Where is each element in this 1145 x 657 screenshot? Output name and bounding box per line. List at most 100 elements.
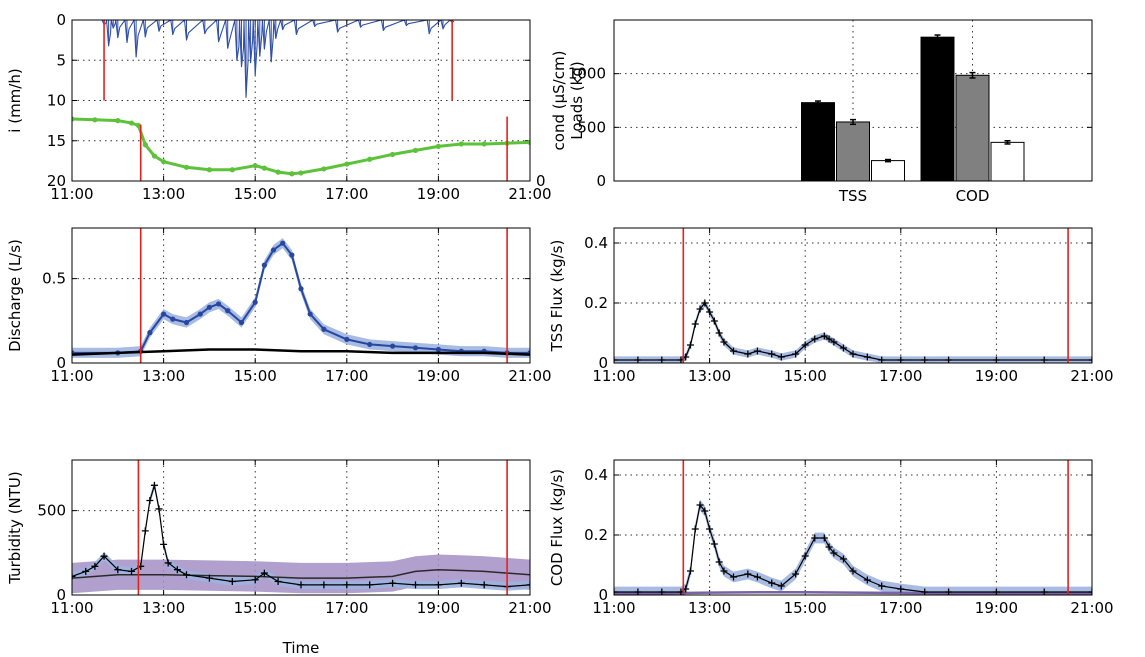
turbidity-point: [412, 581, 419, 589]
discharge-point: [206, 304, 212, 310]
discharge-point: [289, 252, 295, 258]
y-axis-label: cond (µS/cm): [550, 51, 568, 151]
cod-flux-point: [634, 588, 642, 595]
discharge-point: [435, 346, 441, 353]
plot-area: [614, 299, 1092, 363]
tss-flux-trace: [614, 302, 1092, 361]
turbidity-point: [297, 581, 305, 589]
y-tick-label: 0.2: [584, 526, 608, 544]
x-tick-label: 21:00: [508, 367, 551, 385]
y-tick-label: 0: [596, 172, 606, 190]
x-tick-label: 19:00: [417, 367, 460, 385]
tss-flux-point: [921, 356, 929, 363]
load-bar: [836, 121, 870, 182]
y-tick-label: 0.4: [584, 234, 608, 252]
y-axis-label: Turbidity (NTU): [6, 471, 24, 585]
y-tick-label: 0.5: [42, 270, 66, 288]
turbidity-point: [91, 562, 99, 570]
cod-flux-point: [801, 552, 809, 560]
turbidity-point: [183, 571, 190, 579]
x-tick-label: 11:00: [50, 367, 93, 385]
turbidity-point: [228, 578, 236, 585]
conductivity-point: [412, 147, 419, 154]
y-tick-label: 15: [47, 132, 66, 150]
cod-flux-panel: 11:00 13:00 15:00 17:00 19:00 21:00 0 0.2 0.4 COD…: [548, 459, 1114, 617]
cod-flux-point: [701, 507, 709, 515]
x-tick-label: 21:00: [1070, 599, 1113, 617]
plot-frame: [613, 227, 1093, 364]
turbidity-point: [155, 505, 163, 513]
tss-flux-point: [897, 356, 905, 363]
rainfall-trace: [101, 20, 455, 98]
discharge-point: [183, 319, 190, 326]
conductivity-point: [229, 167, 235, 173]
turbidity-point: [251, 576, 259, 584]
tss-flux-point: [792, 350, 800, 358]
conductivity-point: [435, 143, 441, 149]
turbidity-point: [173, 566, 181, 574]
cod-flux-point: [863, 576, 871, 584]
conductivity-point: [151, 153, 158, 159]
tss-flux-point: [686, 341, 694, 349]
discharge-point: [215, 301, 222, 307]
cod-flux-point: [878, 582, 886, 590]
plot-frame: [71, 19, 531, 182]
conductivity-point: [481, 141, 487, 147]
rainfall-conductivity-panel: 11:00 13:00 15:00 17:00 19:00 21:0005101520i …: [6, 11, 552, 203]
turbidity-point: [164, 559, 172, 567]
category-label: COD: [956, 187, 990, 205]
tss-flux-point: [825, 335, 833, 343]
discharge-point: [270, 247, 277, 253]
x-tick-label: 15:00: [784, 599, 827, 617]
tss-flux-point: [801, 341, 809, 349]
discharge-panel: 11:00 13:00 15:00 17:00 19:00 21:00 0 0.5 Discha…: [6, 227, 552, 385]
y-tick-label: 0: [56, 354, 66, 372]
load-bar: [990, 141, 1025, 182]
tss-flux-point: [1040, 356, 1048, 363]
cod-flux-point: [715, 558, 723, 566]
conductivity-point: [289, 171, 295, 177]
y-axis-label: Discharge (L/s): [6, 239, 24, 352]
tss-flux-point: [768, 350, 776, 358]
x-tick-label: 13:00: [142, 599, 185, 617]
x-tick-label: 13:00: [688, 599, 731, 617]
plot-area: [72, 20, 530, 177]
discharge-point: [225, 308, 231, 314]
cod-flux-point: [614, 588, 618, 595]
conductivity-point: [252, 163, 258, 169]
category-label: TSS: [838, 187, 867, 205]
plot-frame: [71, 227, 531, 364]
x-tick-label: 13:00: [142, 367, 185, 385]
conductivity-point: [92, 117, 98, 123]
x-tick-label: 11:00: [592, 599, 635, 617]
turbidity-point: [205, 574, 213, 582]
tss-flux-point: [839, 344, 847, 352]
tss-flux-point: [715, 329, 723, 337]
x-axis-label: Time: [282, 639, 320, 657]
tss-flux-point: [753, 347, 761, 355]
cod-flux-point: [744, 570, 752, 578]
x-tick-label: 19:00: [417, 185, 460, 203]
y-tick-label: 0: [598, 586, 608, 604]
tss-flux-point: [863, 353, 871, 361]
cod-flux-point: [730, 573, 737, 581]
tss-flux-point: [730, 347, 737, 355]
cod-flux-point: [921, 588, 929, 595]
conductivity-point: [298, 170, 304, 176]
y-axis-label-2: Loads (kg): [568, 61, 586, 139]
load-bar: [801, 102, 835, 182]
cod-flux-point: [777, 582, 785, 590]
cod-flux-point: [811, 534, 819, 542]
conductivity-point: [344, 161, 350, 167]
turbidity-point: [146, 497, 154, 504]
discharge-point: [170, 316, 176, 322]
y-tick-label: 0: [56, 11, 66, 29]
tss-flux-point: [992, 356, 1000, 363]
conductivity-point: [458, 141, 464, 147]
load-bar: [871, 160, 905, 182]
conductivity-point: [390, 151, 396, 158]
cod-flux-uncertainty-band: [614, 499, 1092, 595]
y-tick-label: 500: [577, 118, 606, 136]
x-tick-label: 15:00: [234, 599, 277, 617]
